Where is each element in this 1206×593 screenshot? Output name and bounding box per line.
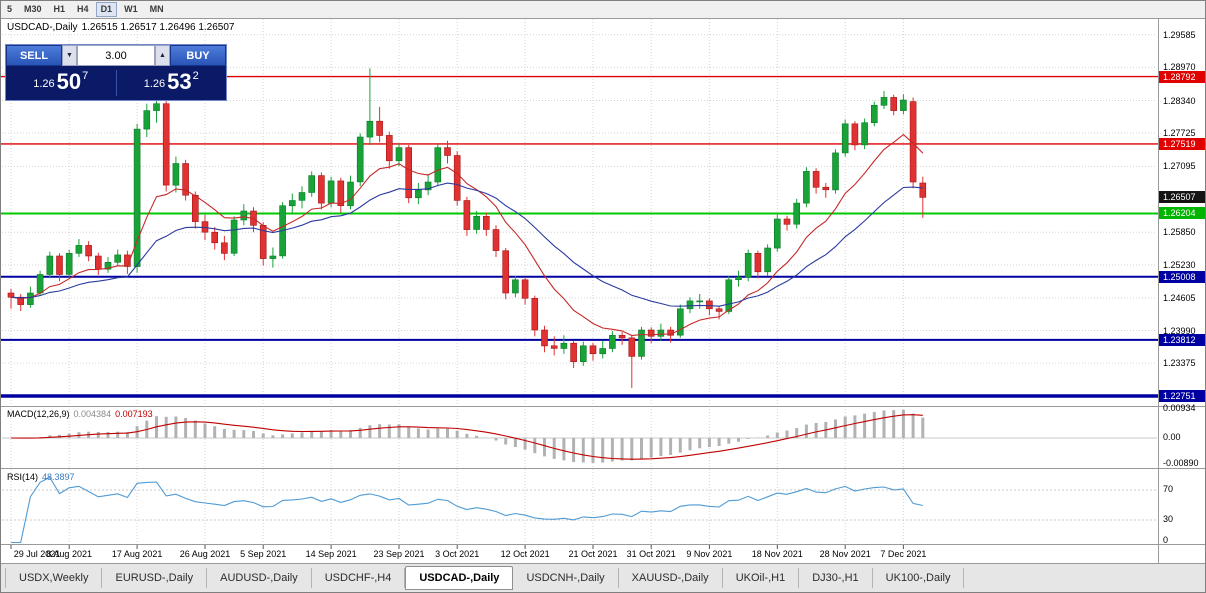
- ask-main: 1.26: [143, 77, 166, 90]
- price-badge-1.26204: 1.26204: [1159, 207, 1205, 220]
- price-axis-label-1.23990: 1.23990: [1163, 325, 1196, 336]
- buy-button[interactable]: BUY: [170, 45, 226, 66]
- timeframe-button-5[interactable]: 5: [7, 4, 13, 14]
- timeframe-toolbar: 5 M30 H1 H4 D1 W1 MN: [1, 1, 1205, 18]
- tab-usdchf-h4[interactable]: USDCHF-,H4: [311, 568, 406, 588]
- price-badge-1.26507: 1.26507: [1159, 191, 1205, 204]
- tab-dj30-h1[interactable]: DJ30-,H1: [799, 568, 873, 588]
- ask-price: 1.26 53 2: [117, 70, 227, 97]
- timeframe-button-w1[interactable]: W1: [124, 4, 138, 14]
- chart-tabs-bar: USDX,Weekly EURUSD-,Daily AUDUSD-,Daily USD…: [1, 564, 1205, 592]
- ask-sup: 2: [192, 69, 199, 82]
- date-label: 8 Aug 2021: [46, 549, 92, 559]
- bid-main: 1.26: [33, 77, 55, 90]
- rsi-axis-label: 0: [1163, 535, 1169, 545]
- price-axis-label-1.28970: 1.28970: [1163, 62, 1196, 73]
- macd-indicator-label: MACD(12,26,9) 0.004384 0.007193: [7, 409, 157, 419]
- rsi-indicator-label: RSI(14) 48.3897: [7, 472, 79, 482]
- date-label: 28 Nov 2021: [819, 549, 871, 559]
- macd-value-main: 0.004384: [73, 409, 112, 419]
- macd-name: MACD(12,26,9): [7, 409, 70, 419]
- tab-usdcad-daily[interactable]: USDCAD-,Daily: [405, 566, 514, 590]
- date-label: 21 Oct 2021: [568, 549, 618, 559]
- volume-input[interactable]: [77, 45, 155, 66]
- ohlc-values: 1.26515 1.26517 1.26496 1.26507: [81, 22, 235, 33]
- bid-big: 50: [56, 68, 82, 94]
- chart-title: USDCAD-,Daily 1.26515 1.26517 1.26496 1.2…: [7, 22, 239, 33]
- price-badge-1.25008: 1.25008: [1159, 270, 1205, 283]
- bid-price: 1.26 50 7: [6, 70, 116, 97]
- bid-ask-divider: [115, 70, 117, 96]
- price-badge-1.23812: 1.23812: [1159, 333, 1205, 346]
- timeframe-button-d1[interactable]: D1: [95, 2, 118, 17]
- one-click-trading-panel: SELL ▼ ▲ BUY 1.26 50 7 1.26 53 2: [5, 44, 227, 101]
- price-badge-1.27519: 1.27519: [1159, 137, 1205, 150]
- trade-panel-prices: 1.26 50 7 1.26 53 2: [6, 66, 226, 100]
- price-axis-label-1.29585: 1.29585: [1163, 29, 1196, 40]
- bid-sup: 7: [82, 69, 89, 82]
- tab-usdx-weekly[interactable]: USDX,Weekly: [5, 568, 103, 588]
- date-label: 29 Jul 2021: [13, 549, 61, 559]
- date-label: 31 Oct 2021: [626, 549, 676, 559]
- price-axis-label-1.27095: 1.27095: [1163, 161, 1196, 172]
- tab-xauusd-daily[interactable]: XAUUSD-,Daily: [618, 568, 723, 588]
- date-label: 26 Aug 2021: [179, 549, 231, 559]
- date-label: 5 Sep 2021: [240, 549, 287, 559]
- tab-eurusd-daily[interactable]: EURUSD-,Daily: [102, 568, 208, 588]
- timeframe-button-h4[interactable]: H4: [77, 4, 89, 14]
- price-axis-label-1.23375: 1.23375: [1163, 358, 1196, 369]
- timeframe-button-h1[interactable]: H1: [53, 4, 66, 14]
- trade-panel-controls: SELL ▼ ▲ BUY: [6, 45, 226, 66]
- rsi-axis-label: 70: [1163, 484, 1174, 494]
- timeframe-button-mn[interactable]: MN: [149, 4, 164, 14]
- rsi-name: RSI(14): [7, 472, 39, 482]
- volume-increase-icon[interactable]: ▲: [155, 45, 170, 66]
- macd-value-signal: 0.007193: [115, 409, 153, 419]
- macd-axis-label: -0.00890: [1163, 458, 1199, 468]
- date-label: 18 Nov 2021: [751, 549, 803, 559]
- price-axis-label-1.25850: 1.25850: [1163, 227, 1196, 238]
- price-axis-label-1.24605: 1.24605: [1163, 293, 1196, 303]
- date-label: 12 Oct 2021: [500, 549, 550, 559]
- date-label: 14 Sep 2021: [305, 549, 357, 559]
- date-label: 17 Aug 2021: [111, 549, 163, 559]
- price-badge-1.28792: 1.28792: [1159, 70, 1205, 83]
- symbol-label: USDCAD-,Daily: [7, 22, 78, 33]
- tab-usdcnh-daily[interactable]: USDCNH-,Daily: [513, 568, 619, 588]
- price-badge-1.22751: 1.22751: [1159, 390, 1205, 403]
- timeframe-button-m30[interactable]: M30: [24, 4, 42, 14]
- sell-button[interactable]: SELL: [6, 45, 62, 66]
- tab-ukoil-h1[interactable]: UKOil-,H1: [722, 568, 800, 588]
- macd-axis-label: 0.00934: [1163, 403, 1196, 413]
- date-label: 23 Sep 2021: [373, 549, 425, 559]
- tab-uk100-daily[interactable]: UK100-,Daily: [872, 568, 965, 588]
- price-axis-label-1.27725: 1.27725: [1163, 128, 1196, 139]
- price-axis-label-1.28340: 1.28340: [1163, 95, 1196, 106]
- rsi-value: 48.3897: [42, 472, 75, 482]
- tab-audusd-daily[interactable]: AUDUSD-,Daily: [207, 568, 312, 588]
- date-label: 3 Oct 2021: [435, 549, 480, 559]
- price-axis-label-1.25230: 1.25230: [1163, 259, 1196, 270]
- date-label: 7 Dec 2021: [880, 549, 927, 559]
- volume-decrease-icon[interactable]: ▼: [62, 45, 77, 66]
- rsi-axis-label: 30: [1163, 514, 1174, 524]
- ask-big: 53: [167, 68, 192, 94]
- date-label: 9 Nov 2021: [686, 549, 733, 559]
- macd-axis-label: 0.00: [1163, 432, 1181, 442]
